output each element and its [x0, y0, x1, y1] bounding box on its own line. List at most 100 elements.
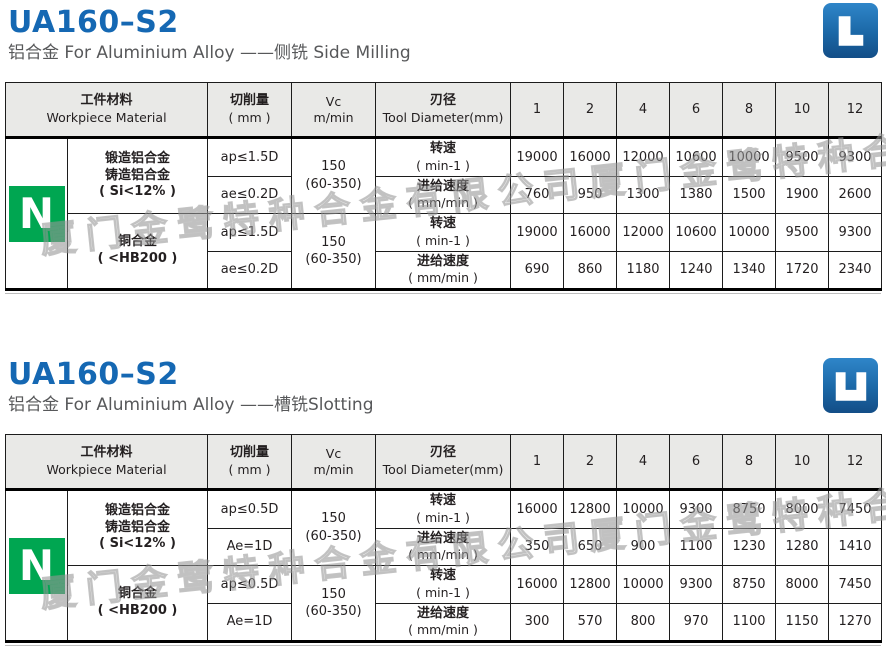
workpiece-label-zh: 工件材料: [80, 93, 133, 109]
feed-label-en: ( mm/min ): [408, 547, 478, 563]
feed-value: 1100: [722, 602, 777, 643]
speed-label-en: ( min-1 ): [416, 232, 470, 248]
speed-label-zh: 转速: [430, 141, 457, 156]
diameter-header: 6: [669, 82, 724, 139]
speed-value: 10600: [669, 137, 724, 177]
diameter-label-zh: 刃径: [430, 445, 457, 461]
col-header-diameter: 刃径 Tool Diameter(mm): [375, 434, 512, 491]
feed-value: 1300: [616, 175, 671, 215]
speed-value: 10000: [616, 489, 671, 529]
feed-value: 1180: [616, 250, 671, 291]
product-subtitle: 铝合金 For Aluminium Alloy ——侧铣 Side Millin…: [8, 43, 411, 63]
feed-label-zh: 进给速度: [417, 530, 470, 546]
ae-cell: Ae=1D: [207, 602, 293, 643]
feed-value: 800: [616, 602, 671, 643]
diameter-label-en: Tool Diameter(mm): [382, 110, 504, 126]
col-header-diameter: 刃径 Tool Diameter(mm): [375, 82, 512, 139]
ap-cell: ap≤0.5D: [207, 565, 293, 604]
material-group-badge-n: N: [8, 537, 65, 594]
vc-unit: m/min: [313, 461, 354, 477]
feed-value: 760: [510, 175, 565, 215]
speed-value: 9300: [669, 489, 724, 529]
diameter-header: 2: [563, 434, 618, 491]
feed-value: 1340: [722, 250, 777, 291]
feed-value: 860: [563, 250, 618, 291]
feed-value: 690: [510, 250, 565, 291]
material-class-cell: N: [5, 488, 68, 643]
diameter-header: 12: [828, 434, 883, 491]
vc-cell: 150 (60-350): [291, 565, 377, 643]
speed-value: 10000: [722, 137, 777, 177]
feed-value: 1270: [828, 602, 883, 643]
feed-value: 300: [510, 602, 565, 643]
speed-value: 10000: [722, 213, 777, 252]
table-row: ae≤0.2D 进给速度 ( mm/min ) 760 950 1300 138…: [6, 175, 883, 215]
feed-value: 1720: [775, 250, 830, 291]
speed-value: 8000: [775, 489, 830, 529]
ae-cell: ae≤0.2D: [207, 250, 293, 291]
diameter-header: 6: [669, 434, 724, 491]
feed-value: 1380: [669, 175, 724, 215]
feed-value: 650: [563, 527, 618, 567]
header-row: 工件材料 Workpiece Material 切削量 ( mm ) Vc m/…: [4, 434, 883, 491]
feed-label-en: ( mm/min ): [408, 622, 478, 638]
col-header-vc: Vc m/min: [291, 82, 377, 139]
speed-label-zh: 转速: [430, 493, 457, 508]
feed-value: 1100: [669, 527, 724, 567]
feed-value: 900: [616, 527, 671, 567]
side-milling-table-wrap: 工件材料 Workpiece Material 切削量 ( mm ) Vc m/…: [4, 82, 883, 295]
vc-label: Vc: [325, 445, 342, 461]
speed-value: 9300: [828, 137, 883, 177]
diameter-header: 1: [510, 82, 565, 139]
diameter-header: 4: [616, 434, 671, 491]
vc-unit: m/min: [313, 109, 354, 125]
feed-value: 2600: [828, 175, 883, 215]
material-cell: 铜合金 ( <HB200 ): [66, 565, 209, 643]
col-header-cut: 切削量 ( mm ): [207, 82, 293, 139]
feed-label: 进给速度 ( mm/min ): [375, 175, 512, 215]
feed-value: 350: [510, 527, 565, 567]
ae-cell: ae≤0.2D: [207, 175, 293, 215]
vc-cell: 150 (60-350): [291, 488, 377, 567]
slotting-icon: [823, 358, 878, 413]
material-cell: 锻造铝合金 铸造铝合金 ( Si<12% ): [66, 136, 209, 215]
workpiece-label-zh: 工件材料: [80, 445, 133, 461]
vc-cell: 150 (60-350): [291, 136, 377, 215]
l-shape-glyph: [838, 15, 864, 46]
speed-label: 转速 ( min-1 ): [375, 565, 512, 604]
cut-label-zh: 切削量: [230, 445, 270, 461]
diameter-header: 12: [828, 82, 883, 139]
material-cell: 锻造铝合金 铸造铝合金 ( Si<12% ): [66, 488, 209, 567]
cut-label-zh: 切削量: [230, 93, 270, 109]
feed-label-zh: 进给速度: [417, 178, 470, 194]
ap-cell: ap≤1.5D: [207, 213, 293, 252]
feed-value: 970: [669, 602, 724, 643]
workpiece-label-en: Workpiece Material: [46, 110, 167, 126]
speed-value: 16000: [563, 213, 618, 252]
table-row: N 锻造铝合金 铸造铝合金 ( Si<12% ) ap≤0.5D 150 (60…: [5, 488, 883, 643]
feed-value: 950: [563, 175, 618, 215]
diameter-header: 10: [775, 434, 830, 491]
feed-value: 1280: [775, 527, 830, 567]
header-row: 工件材料 Workpiece Material 切削量 ( mm ) Vc m/…: [4, 82, 883, 139]
table-row: 铜合金 ( <HB200 ) ap≤1.5D 150 (60-350) 转速 (…: [6, 213, 883, 291]
speed-label-en: ( min-1 ): [416, 157, 470, 173]
feed-label-zh: 进给速度: [417, 253, 470, 269]
speed-value: 16000: [563, 137, 618, 177]
speed-value: 9300: [669, 565, 724, 604]
table-row: N 锻造铝合金 铸造铝合金 ( Si<12% ) ap≤1.5D 150 (60…: [5, 136, 883, 291]
side-milling-icon: [823, 3, 878, 58]
speed-value: 10600: [669, 213, 724, 252]
speed-value: 19000: [510, 137, 565, 177]
speed-value: 10000: [616, 565, 671, 604]
speed-label-zh: 转速: [430, 216, 457, 232]
speed-value: 8750: [722, 565, 777, 604]
speed-label-en: ( min-1 ): [416, 584, 470, 600]
speed-label: 转速 ( min-1 ): [375, 489, 512, 529]
feed-value: 1230: [722, 527, 777, 567]
table-row: 铜合金 ( <HB200 ) ap≤0.5D 150 (60-350) 转速 (…: [6, 565, 883, 643]
spec-table-slotting: 工件材料 Workpiece Material 切削量 ( mm ) Vc m/…: [4, 434, 883, 644]
speed-label-en: ( min-1 ): [416, 509, 470, 525]
feed-value: 1900: [775, 175, 830, 215]
speed-value: 12000: [616, 137, 671, 177]
